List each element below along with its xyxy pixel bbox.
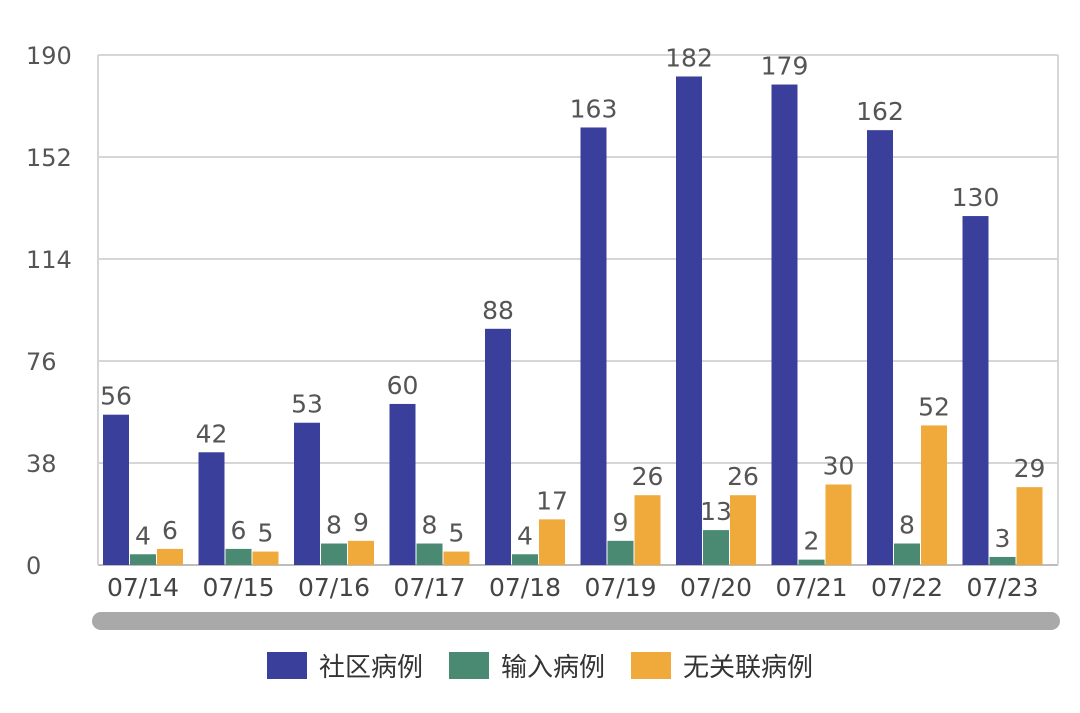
bar [198,452,225,565]
bar [676,76,702,565]
data-label: 130 [952,183,1000,212]
data-label: 163 [570,94,618,123]
y-tick-label: 0 [26,552,41,580]
data-label: 9 [353,508,369,537]
bar [539,519,565,565]
bar [348,540,374,565]
bar [294,422,320,565]
bar [634,495,661,565]
x-tick-label: 07/20 [680,573,752,602]
y-tick-label: 38 [26,450,57,478]
data-label: 56 [100,382,132,411]
data-label: 30 [823,451,855,480]
data-label: 2 [804,527,820,556]
data-label: 4 [135,521,151,550]
bar [580,127,607,565]
x-tick-label: 07/21 [775,573,847,602]
x-tick-label: 07/15 [202,573,274,602]
legend-label: 无关联病例 [683,652,814,683]
bar [607,540,634,565]
data-label: 26 [632,462,664,491]
data-label: 8 [422,511,438,540]
legend-swatch [631,651,671,679]
legend: 社区病例 输入病例 无关联病例 [0,640,1080,690]
data-label: 26 [727,462,759,491]
bar [416,543,443,565]
data-label: 29 [1014,454,1046,483]
bar [730,495,756,565]
data-label: 53 [291,390,323,419]
x-tick-label: 07/22 [871,573,943,602]
legend-label: 社区病例 [318,652,423,683]
x-tick-label: 07/14 [107,573,179,602]
data-label: 3 [995,524,1011,553]
bar [867,130,893,565]
bar [894,543,920,565]
legend-item: 社区病例 [266,647,423,684]
bar [485,328,511,565]
bar [703,530,729,565]
data-label: 179 [761,52,809,81]
data-label: 60 [387,371,419,400]
y-tick-label: 190 [26,42,72,70]
bar [771,84,798,566]
bar [130,554,156,565]
bar [512,554,538,565]
legend-swatch [266,651,307,679]
bar [989,556,1016,565]
data-label: 9 [613,508,629,537]
bar [252,551,279,565]
x-tick-label: 07/16 [298,573,370,602]
data-label: 17 [536,486,568,515]
bar [962,216,989,566]
data-label: 52 [918,392,950,421]
legend-item: 无关联病例 [631,647,813,684]
legend-swatch [448,651,489,679]
data-label: 6 [231,516,247,545]
data-label: 5 [258,519,274,548]
data-label: 6 [162,516,178,545]
bar [443,551,470,565]
bar [103,414,129,565]
data-label: 162 [856,97,904,126]
data-label: 8 [326,511,342,540]
bar [798,559,825,565]
bar [921,425,947,565]
data-label: 42 [196,419,228,448]
bar [157,548,183,565]
data-label: 88 [482,296,514,325]
bar [825,484,852,565]
scrollbar [92,612,1060,630]
data-label: 8 [899,511,915,540]
x-tick-label: 07/23 [966,573,1038,602]
legend-label: 输入病例 [500,652,605,683]
legend-item: 输入病例 [448,647,605,684]
data-label: 5 [449,519,465,548]
data-label: 13 [700,497,732,526]
data-label: 4 [517,521,533,550]
y-tick-label: 152 [26,144,72,172]
data-label: 182 [665,43,713,72]
bar [1016,487,1043,565]
x-tick-label: 07/19 [584,573,656,602]
x-tick-label: 07/18 [489,573,561,602]
y-tick-label: 76 [26,348,57,376]
bar [321,543,347,565]
bar [225,548,252,565]
bar [389,403,416,565]
y-tick-label: 114 [26,246,72,274]
x-tick-label: 07/17 [393,573,465,602]
